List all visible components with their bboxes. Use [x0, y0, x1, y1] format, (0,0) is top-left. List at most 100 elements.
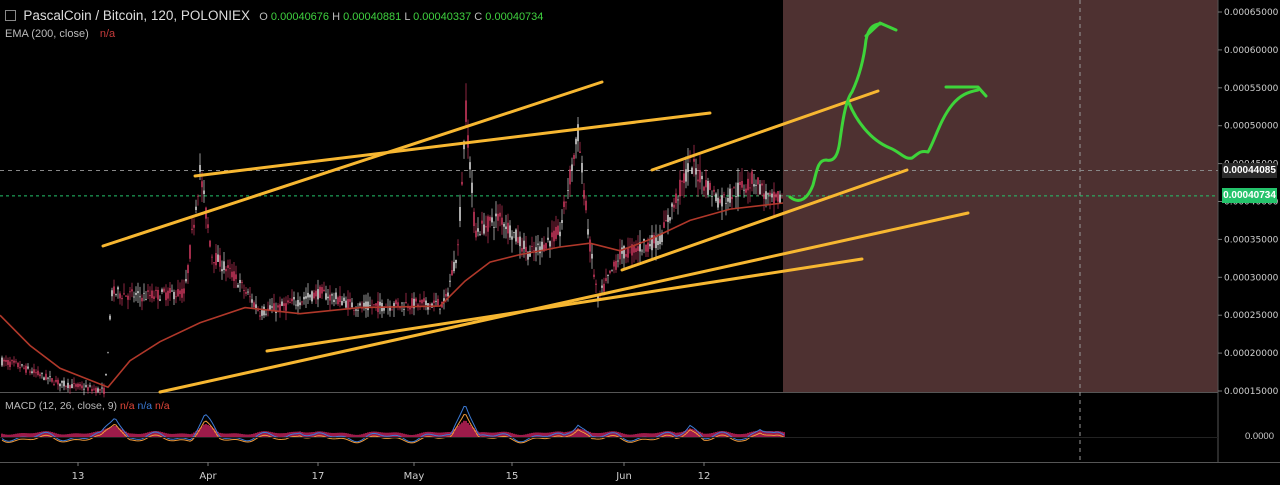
macd-histogram-bar [365, 432, 367, 438]
candle-body [391, 309, 393, 311]
price-tick-label: 0.00025000 [1224, 311, 1279, 321]
macd-histogram-bar [149, 431, 151, 438]
candle-body [393, 303, 395, 308]
macd-histogram-bar [377, 431, 379, 438]
macd-histogram-bar [397, 432, 399, 438]
macd-histogram-bar [407, 434, 409, 438]
candle-body [345, 300, 347, 308]
macd-histogram-bar [737, 434, 739, 438]
macd-histogram-bar [725, 431, 727, 438]
macd-histogram-bar [539, 432, 541, 438]
candle-body [591, 253, 593, 259]
macd-histogram-bar [219, 432, 221, 438]
price-tick-label: 0.00065000 [1224, 8, 1279, 18]
candle-body [125, 295, 127, 297]
candle-body [357, 309, 359, 311]
collapse-square-icon[interactable] [5, 10, 16, 21]
macd-legend[interactable]: MACD (12, 26, close, 9) n/a n/a n/a [5, 400, 170, 412]
candle-body [537, 243, 539, 245]
candle-body [733, 186, 735, 188]
macd-histogram-bar [95, 431, 97, 438]
candle-body [37, 370, 39, 375]
macd-histogram-bar [247, 434, 249, 438]
candle-body [675, 193, 677, 204]
macd-histogram-bar [455, 427, 457, 438]
candle-body [257, 309, 259, 311]
macd-histogram-bar [597, 433, 599, 438]
candle-body [135, 292, 137, 295]
macd-histogram-bar [491, 432, 493, 438]
candle-body [571, 164, 573, 171]
candle-body [559, 231, 561, 237]
candle-body [743, 189, 745, 191]
macd-histogram-bar [251, 434, 253, 438]
ema-legend[interactable]: EMA (200, close) n/a [5, 28, 116, 40]
macd-histogram-bar [1, 433, 3, 438]
candle-body [687, 163, 689, 173]
candle-body [233, 271, 235, 281]
candle-body [509, 225, 511, 238]
candle-body [239, 279, 241, 284]
time-axis[interactable]: 13 Apr 17 May 15 Jun 12 [72, 462, 711, 482]
macd-histogram-bar [681, 431, 683, 438]
macd-histogram-bar [739, 434, 741, 438]
candle-body [41, 372, 43, 374]
candle-body [555, 226, 557, 239]
candle-body [7, 360, 9, 365]
macd-histogram-bar [677, 432, 679, 438]
candle-body [197, 195, 199, 197]
macd-histogram-bar [693, 429, 695, 438]
macd-histogram-bar [49, 431, 51, 438]
candle-body [331, 294, 333, 296]
candle-body [45, 373, 47, 380]
macd-histogram-bar [61, 434, 63, 438]
candle-body [635, 248, 637, 253]
candle-body [423, 298, 425, 302]
candle-body [595, 283, 597, 285]
candle-body [255, 304, 257, 308]
candle-body [715, 193, 717, 202]
candle-body [499, 212, 501, 217]
candle-body [251, 299, 253, 303]
macd-histogram-bar [231, 433, 233, 438]
candle-body [81, 385, 83, 389]
candle-body [105, 373, 107, 376]
macd-histogram-bar [621, 433, 623, 438]
candle-body [35, 372, 37, 374]
candle-body [673, 204, 675, 208]
candle-body [411, 298, 413, 309]
macd-histogram-bar [599, 433, 601, 438]
candle-body [445, 293, 447, 297]
macd-histogram-bar [625, 434, 627, 438]
macd-histogram-bar [555, 431, 557, 438]
macd-histogram-bar [743, 433, 745, 438]
symbol-title[interactable]: PascalCoin / Bitcoin, 120, POLONIEX [23, 8, 250, 23]
macd-histogram-bar [159, 431, 161, 438]
candle-body [261, 309, 263, 316]
candle-body [657, 240, 659, 246]
macd-histogram-bar [227, 433, 229, 438]
macd-histogram-bar [521, 434, 523, 438]
trendlines[interactable] [101, 80, 970, 394]
candle-body [781, 197, 783, 199]
candle-body [237, 284, 239, 288]
candle-body [695, 168, 697, 175]
candle-body [203, 190, 205, 195]
candle-body [413, 298, 415, 309]
candle-body [347, 299, 349, 309]
macd-histogram-bar [755, 430, 757, 438]
macd-histogram-bar [189, 434, 191, 438]
macd-histogram-bar [707, 433, 709, 438]
macd-histogram-bar [561, 431, 563, 438]
macd-histogram-bar [475, 429, 477, 438]
candle-body [267, 308, 269, 310]
candle-body [221, 269, 223, 272]
candle-body [253, 302, 255, 308]
macd-histogram-bar [5, 434, 7, 438]
macd-histogram-bar [119, 428, 121, 438]
candle-body [765, 191, 767, 200]
candle-body [139, 296, 141, 298]
trendline-support-mid [620, 168, 909, 272]
candle-body [383, 306, 385, 311]
